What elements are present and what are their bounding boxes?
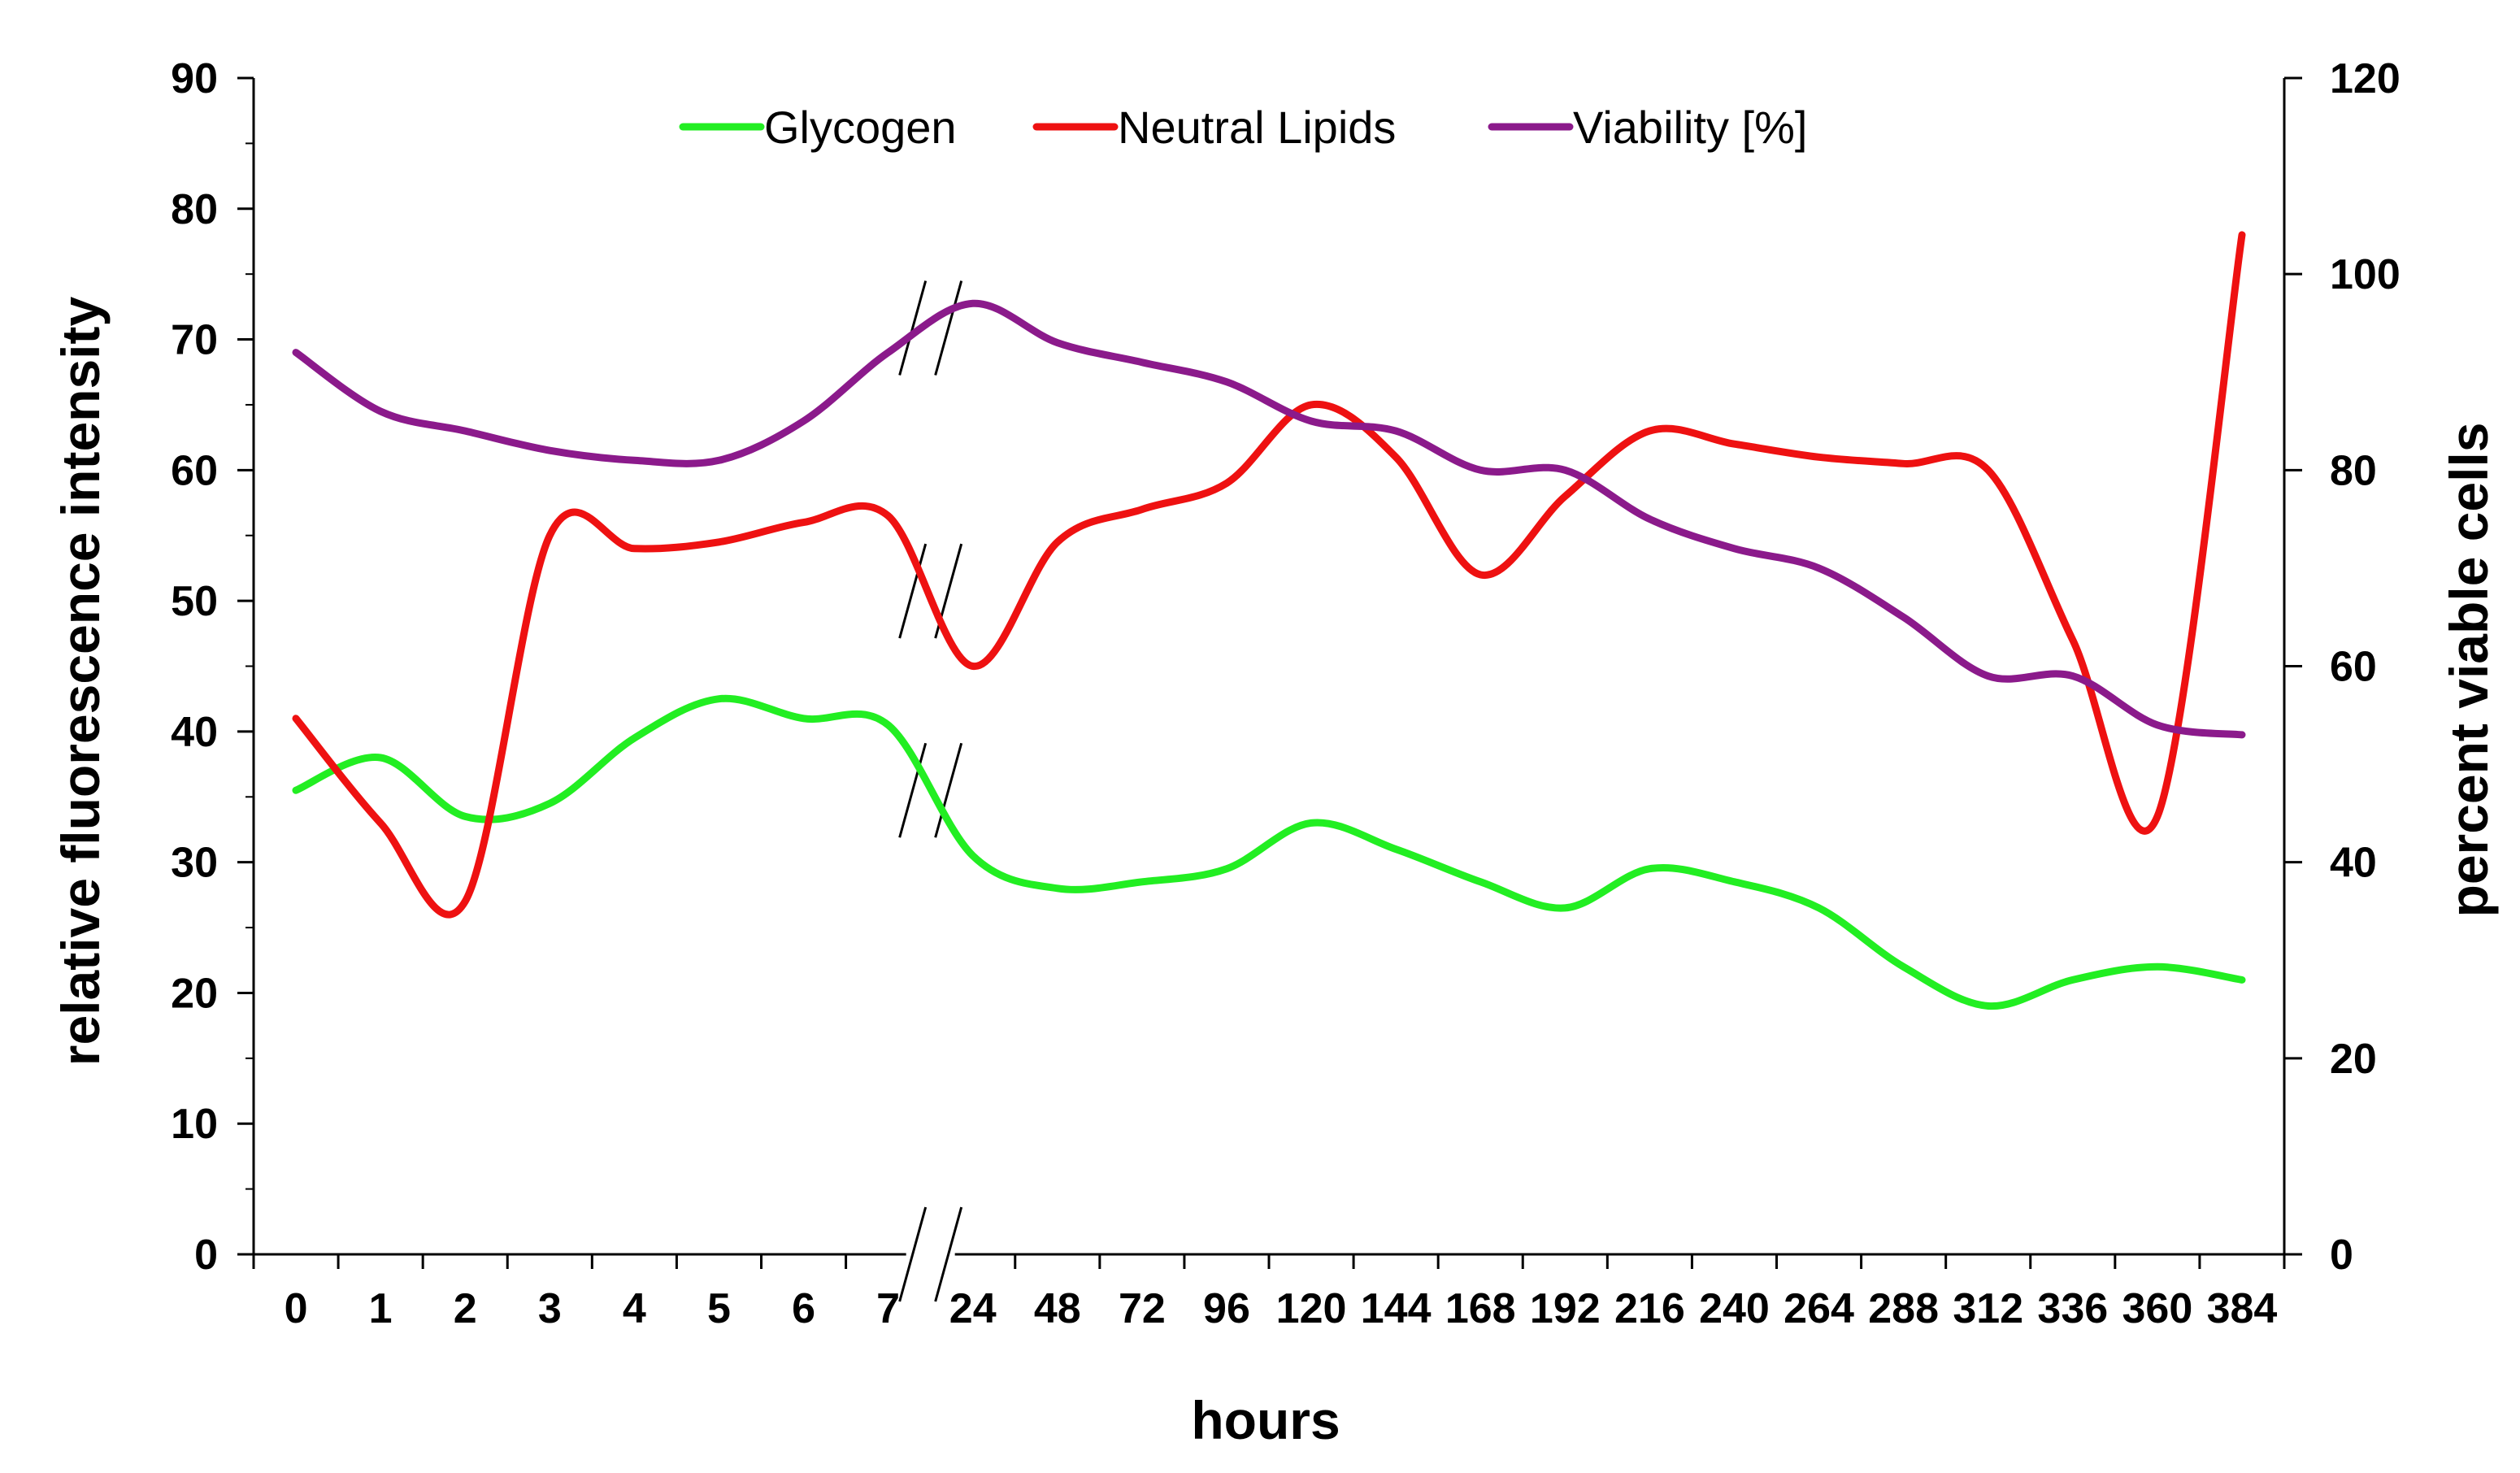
x-tick-label: 5 <box>707 1285 731 1332</box>
x-axis-break-mark <box>898 1206 928 1302</box>
x-tick-label: 4 <box>623 1285 646 1332</box>
right-y-tick-label: 0 <box>2330 1232 2353 1279</box>
left-y-tick-label: 60 <box>171 447 218 494</box>
left-y-tick-label: 0 <box>194 1232 218 1279</box>
x-tick-label: 72 <box>1119 1285 1166 1332</box>
left-y-axis-title: relative fluorescence intensity <box>50 297 111 1067</box>
series-break-mark <box>898 543 928 639</box>
right-y-tick-label: 60 <box>2330 644 2377 691</box>
right-y-tick-label: 120 <box>2330 55 2401 102</box>
left-y-tick-label: 90 <box>171 55 218 102</box>
x-tick-label: 3 <box>538 1285 562 1332</box>
left-y-tick-label: 40 <box>171 709 218 756</box>
x-tick-label: 312 <box>1953 1285 2023 1332</box>
left-y-tick-label: 70 <box>171 317 218 364</box>
legend-entry: Viability [%] <box>1488 102 1807 153</box>
right-y-tick-label: 100 <box>2330 251 2401 298</box>
x-tick-label: 240 <box>1699 1285 1770 1332</box>
x-tick-label: 216 <box>1614 1285 1685 1332</box>
x-tick-label: 336 <box>2037 1285 2108 1332</box>
series-break-mark <box>898 742 928 838</box>
right-y-tick-label: 20 <box>2330 1036 2377 1083</box>
right-y-axis-title: percent viable cells <box>2439 423 2499 918</box>
left-y-tick-label: 20 <box>171 970 218 1017</box>
legend-entry: Glycogen <box>679 102 957 153</box>
x-tick-label: 144 <box>1361 1285 1432 1332</box>
x-tick-label: 360 <box>2122 1285 2192 1332</box>
x-axis-title: hours <box>1191 1390 1340 1450</box>
left-y-tick-label: 80 <box>171 186 218 233</box>
x-tick-label: 168 <box>1445 1285 1516 1332</box>
x-tick-label: 192 <box>1530 1285 1601 1332</box>
left-y-tick-label: 50 <box>171 578 218 625</box>
series-break-mark <box>898 280 928 376</box>
left-y-tick-label: 30 <box>171 840 218 887</box>
x-tick-label: 96 <box>1203 1285 1250 1332</box>
series-viability <box>292 299 2246 739</box>
x-axis-break-mark <box>934 1206 963 1302</box>
axes: 0 10 20 30 40 50 60 70 80 90 0 20 40 60 80 100 120 0 1 2 3 4 5… <box>171 55 2401 1332</box>
x-tick-label: 288 <box>1868 1285 1939 1332</box>
data-series <box>292 231 2246 1010</box>
x-tick-label: 6 <box>792 1285 815 1332</box>
left-y-tick-label: 10 <box>171 1101 218 1148</box>
right-y-tick-label: 40 <box>2330 840 2377 887</box>
x-tick-label: 2 <box>454 1285 477 1332</box>
legend: Glycogen Neutral Lipids Viability [%] <box>679 102 1807 153</box>
series-break-mark <box>934 742 963 838</box>
series-line <box>292 694 2246 1010</box>
x-tick-label: 24 <box>949 1285 997 1332</box>
series-glycogen <box>292 694 2246 1010</box>
x-tick-label: 48 <box>1034 1285 1081 1332</box>
right-y-tick-label: 80 <box>2330 447 2377 494</box>
series-line <box>292 299 2246 739</box>
x-tick-label: 7 <box>876 1285 900 1332</box>
series-break-mark <box>934 280 963 376</box>
legend-label: Viability [%] <box>1573 102 1807 153</box>
x-tick-label: 1 <box>369 1285 393 1332</box>
legend-label: Neutral Lipids <box>1118 102 1396 153</box>
x-tick-label: 384 <box>2207 1285 2278 1332</box>
x-tick-label: 264 <box>1784 1285 1854 1332</box>
x-tick-label: 0 <box>285 1285 308 1332</box>
legend-label: Glycogen <box>764 102 957 153</box>
legend-entry: Neutral Lipids <box>1032 102 1396 153</box>
x-tick-label: 120 <box>1276 1285 1347 1332</box>
